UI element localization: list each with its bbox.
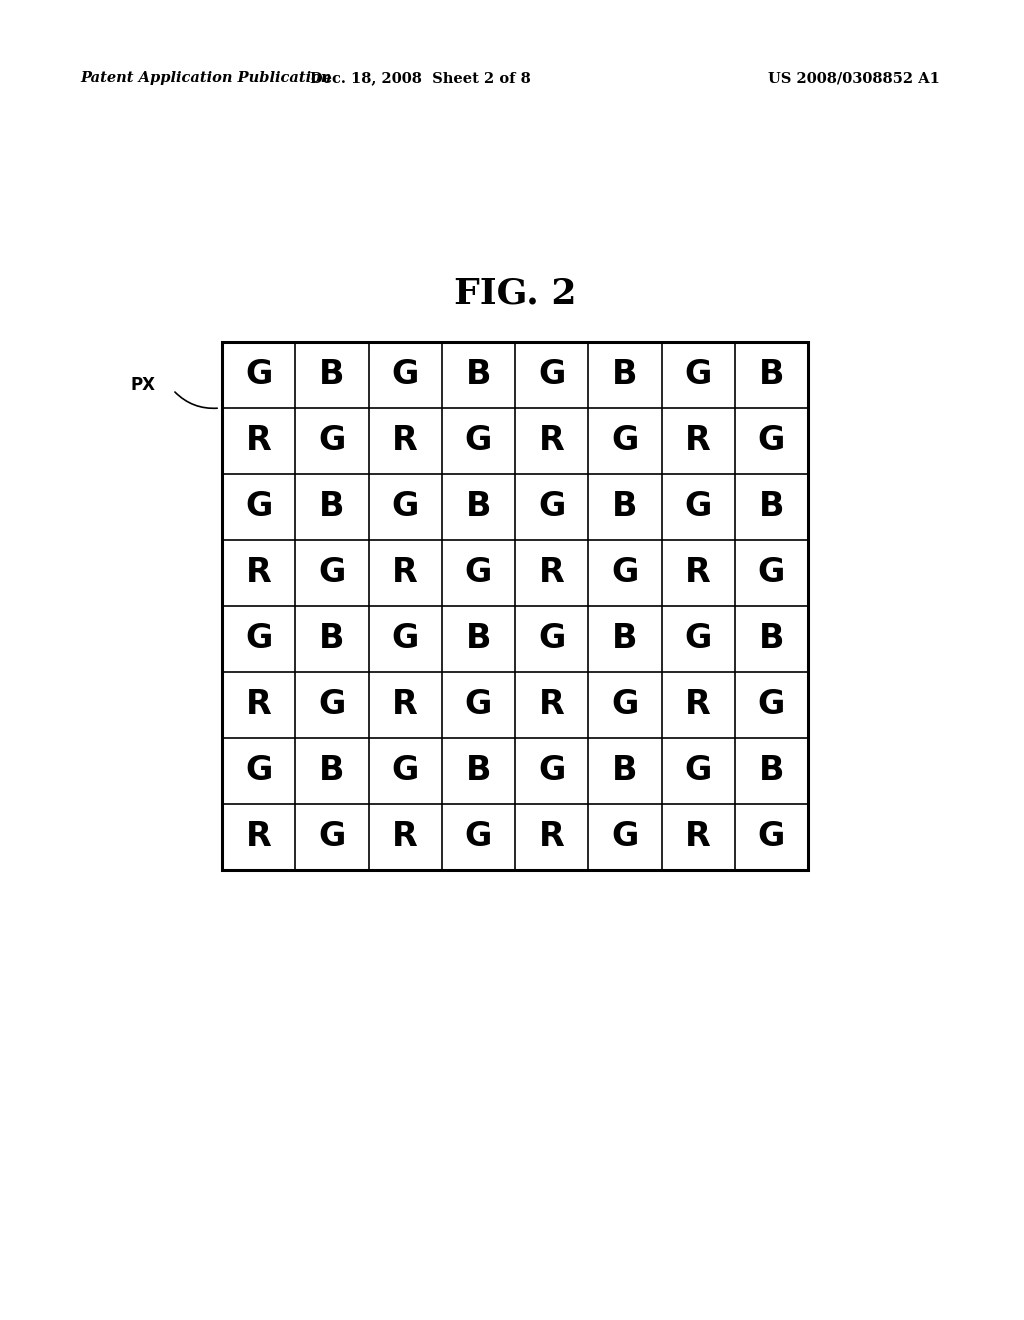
Text: G: G: [245, 491, 272, 524]
Text: G: G: [758, 557, 785, 590]
Text: G: G: [465, 557, 493, 590]
Text: G: G: [611, 821, 639, 854]
Text: G: G: [758, 425, 785, 458]
Text: R: R: [685, 425, 711, 458]
Text: G: G: [538, 491, 565, 524]
Text: G: G: [391, 491, 419, 524]
Text: G: G: [538, 755, 565, 788]
Text: B: B: [319, 359, 345, 392]
Text: R: R: [539, 689, 564, 722]
Text: G: G: [391, 359, 419, 392]
Text: R: R: [392, 689, 418, 722]
Text: G: G: [465, 425, 493, 458]
Text: R: R: [246, 557, 271, 590]
Text: R: R: [246, 689, 271, 722]
Text: R: R: [539, 557, 564, 590]
Text: G: G: [684, 755, 712, 788]
Text: B: B: [759, 623, 784, 656]
Text: B: B: [759, 359, 784, 392]
Text: B: B: [319, 491, 345, 524]
Text: B: B: [466, 755, 492, 788]
Bar: [222, 342, 808, 870]
Text: G: G: [391, 623, 419, 656]
Text: Dec. 18, 2008  Sheet 2 of 8: Dec. 18, 2008 Sheet 2 of 8: [309, 71, 530, 84]
Text: R: R: [685, 821, 711, 854]
Text: G: G: [611, 425, 639, 458]
Text: B: B: [612, 755, 638, 788]
Text: B: B: [612, 623, 638, 656]
Text: FIG. 2: FIG. 2: [454, 276, 577, 310]
Text: G: G: [758, 821, 785, 854]
Text: G: G: [538, 359, 565, 392]
Text: B: B: [319, 623, 345, 656]
Text: R: R: [685, 689, 711, 722]
Text: G: G: [391, 755, 419, 788]
Text: G: G: [611, 689, 639, 722]
Text: PX: PX: [130, 376, 155, 393]
Text: R: R: [392, 425, 418, 458]
Text: G: G: [611, 557, 639, 590]
Text: B: B: [612, 359, 638, 392]
Text: US 2008/0308852 A1: US 2008/0308852 A1: [768, 71, 940, 84]
Text: G: G: [245, 359, 272, 392]
Text: G: G: [684, 359, 712, 392]
Text: R: R: [539, 821, 564, 854]
Text: B: B: [612, 491, 638, 524]
Text: R: R: [392, 821, 418, 854]
Text: R: R: [539, 425, 564, 458]
Text: B: B: [466, 491, 492, 524]
Text: G: G: [318, 689, 345, 722]
Text: G: G: [758, 689, 785, 722]
Text: B: B: [759, 491, 784, 524]
Text: B: B: [466, 623, 492, 656]
Text: B: B: [466, 359, 492, 392]
Text: G: G: [538, 623, 565, 656]
Text: R: R: [246, 821, 271, 854]
Text: B: B: [759, 755, 784, 788]
Text: G: G: [684, 623, 712, 656]
Text: G: G: [318, 425, 345, 458]
Text: G: G: [465, 689, 493, 722]
Text: R: R: [685, 557, 711, 590]
Text: G: G: [245, 755, 272, 788]
Text: Patent Application Publication: Patent Application Publication: [80, 71, 332, 84]
Text: G: G: [318, 821, 345, 854]
Text: G: G: [318, 557, 345, 590]
Text: R: R: [246, 425, 271, 458]
Text: R: R: [392, 557, 418, 590]
Text: G: G: [465, 821, 493, 854]
Text: B: B: [319, 755, 345, 788]
Text: G: G: [245, 623, 272, 656]
Text: G: G: [684, 491, 712, 524]
